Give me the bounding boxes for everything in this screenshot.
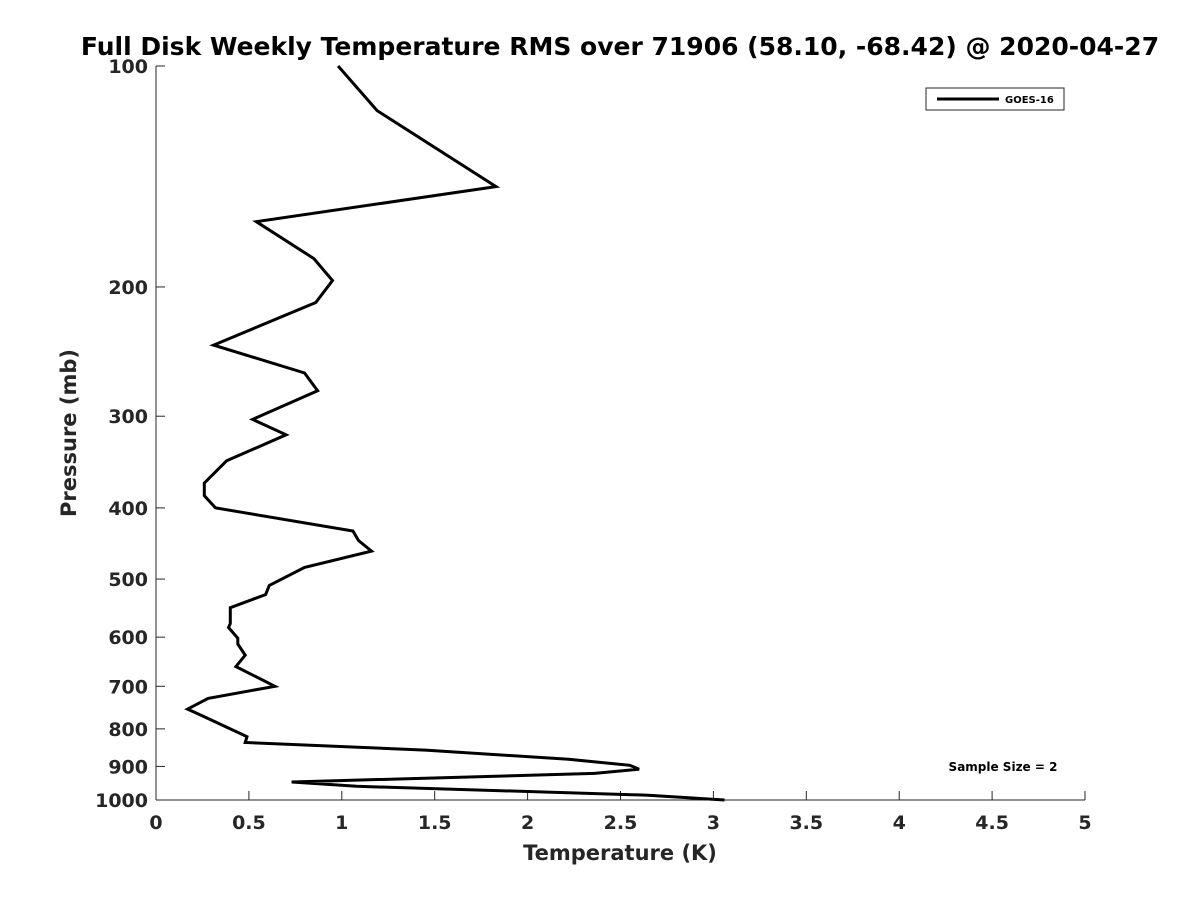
x-tick-label: 1.5	[418, 812, 452, 834]
legend-label: GOES-16	[1005, 95, 1054, 106]
y-tick-label: 600	[108, 627, 148, 649]
y-tick-label: 100	[108, 56, 148, 78]
x-axis-label: Temperature (K)	[523, 841, 717, 865]
x-tick-label: 2.5	[604, 812, 638, 834]
y-tick-label: 200	[108, 277, 148, 299]
series-line-0	[184, 65, 725, 802]
legend: GOES-16	[925, 87, 1065, 111]
y-tick-label: 900	[108, 756, 148, 778]
sample-size-annotation: Sample Size = 2	[949, 760, 1058, 774]
y-tick-label: 400	[108, 498, 148, 520]
x-tick-label: 4	[893, 812, 906, 834]
x-tick-label: 4.5	[975, 812, 1009, 834]
y-tick-label: 800	[108, 719, 148, 741]
y-tick-label: 300	[108, 406, 148, 428]
plot-axes	[155, 66, 1085, 801]
series-lines	[184, 65, 725, 802]
y-tick-label: 500	[108, 569, 148, 591]
x-tick-label: 3	[707, 812, 720, 834]
x-tick-label: 0	[149, 812, 162, 834]
y-axis-label: Pressure (mb)	[57, 349, 81, 517]
x-tick-label: 5	[1078, 812, 1091, 834]
x-tick-label: 1	[335, 812, 348, 834]
x-tick-label: 2	[521, 812, 534, 834]
x-tick-label: 0.5	[232, 812, 266, 834]
axis-ticks: 0 0.5 1 1.5 2 2.5 3 3.5 4 4.5 5 100 200 300 400 500 600 7…	[95, 56, 1092, 834]
y-tick-label: 700	[108, 676, 148, 698]
chart-title: Full Disk Weekly Temperature RMS over 71…	[81, 32, 1159, 61]
y-tick-label: 1000	[95, 790, 148, 812]
x-tick-label: 3.5	[789, 812, 823, 834]
